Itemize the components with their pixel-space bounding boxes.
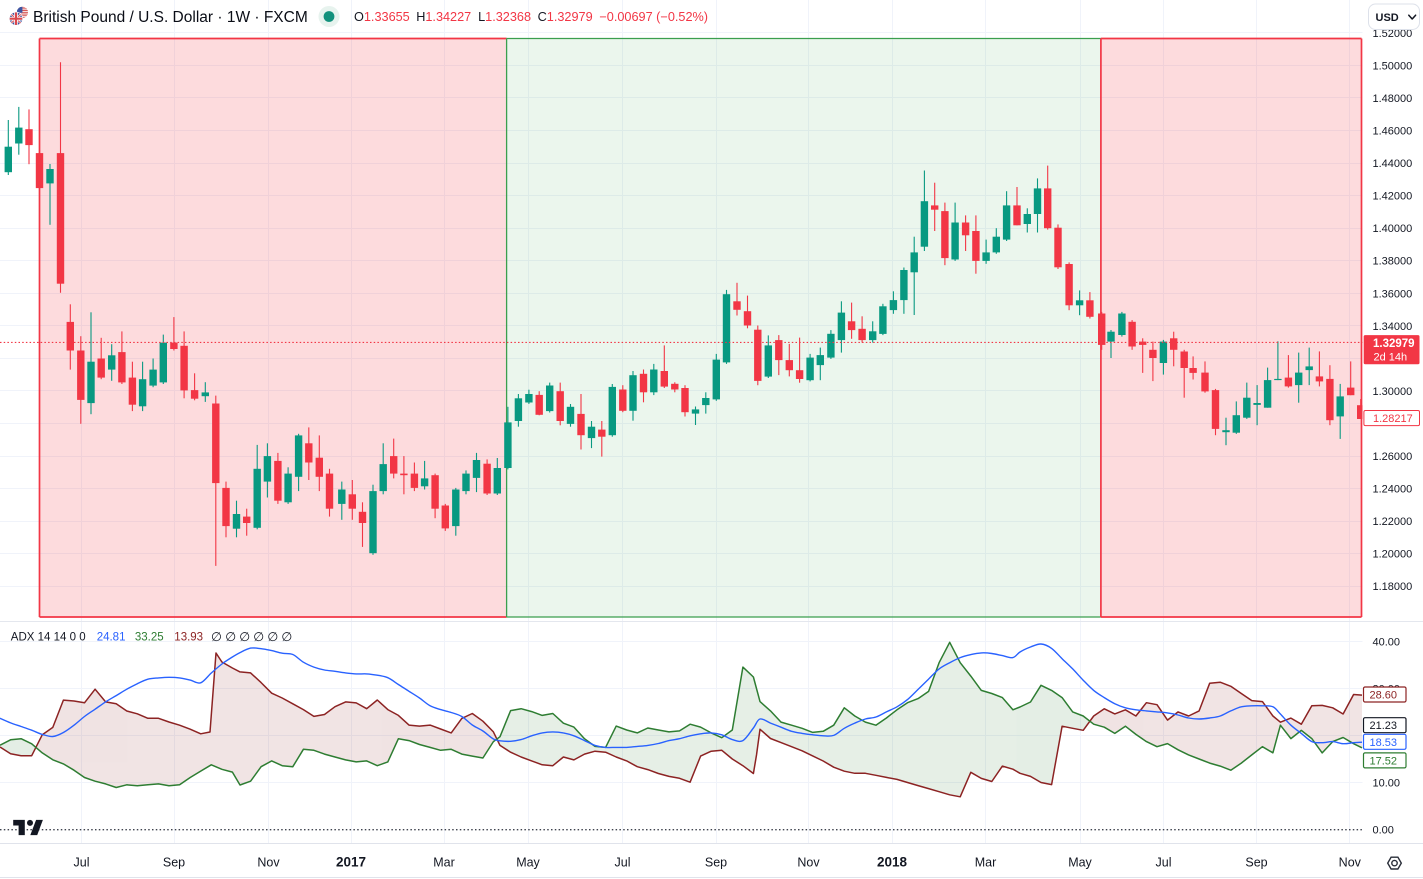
svg-text:1.24000: 1.24000	[1373, 484, 1413, 496]
svg-text:1.20000: 1.20000	[1373, 549, 1413, 561]
svg-text:1.22000: 1.22000	[1373, 516, 1413, 528]
svg-text:10.00: 10.00	[1373, 778, 1401, 790]
svg-text:Sep: Sep	[163, 856, 185, 870]
svg-text:17.52: 17.52	[1370, 755, 1398, 767]
svg-text:May: May	[1068, 856, 1092, 870]
svg-text:0.00: 0.00	[1373, 825, 1394, 837]
svg-text:USD: USD	[1376, 12, 1399, 24]
svg-text:2017: 2017	[336, 855, 366, 870]
svg-text:Sep: Sep	[1245, 856, 1267, 870]
svg-text:1.40000: 1.40000	[1373, 223, 1413, 235]
svg-text:1.30000: 1.30000	[1373, 386, 1413, 398]
svg-text:Jul: Jul	[74, 856, 90, 870]
svg-text:40.00: 40.00	[1373, 637, 1401, 649]
svg-text:1.44000: 1.44000	[1373, 158, 1413, 170]
svg-text:1.34000: 1.34000	[1373, 321, 1413, 333]
svg-text:18.53: 18.53	[1370, 737, 1398, 749]
svg-text:1.36000: 1.36000	[1373, 288, 1413, 300]
svg-text:21.23: 21.23	[1370, 720, 1398, 732]
svg-text:May: May	[516, 856, 540, 870]
svg-text:Nov: Nov	[797, 856, 820, 870]
svg-text:1.46000: 1.46000	[1373, 126, 1413, 138]
svg-text:Jul: Jul	[615, 856, 631, 870]
svg-text:∅∅∅∅∅∅: ∅ ∅ ∅ ∅ ∅ ∅	[211, 630, 292, 644]
svg-text:1.28217: 1.28217	[1373, 413, 1413, 425]
svg-text:2d 14h: 2d 14h	[1374, 352, 1408, 364]
svg-text:1.26000: 1.26000	[1373, 451, 1413, 463]
svg-text:Sep: Sep	[705, 856, 727, 870]
svg-text:1.38000: 1.38000	[1373, 256, 1413, 268]
svg-text:Nov: Nov	[1339, 856, 1362, 870]
svg-text:Mar: Mar	[433, 856, 455, 870]
svg-text:1.18000: 1.18000	[1373, 581, 1413, 593]
svg-text:1.52000: 1.52000	[1373, 28, 1413, 40]
svg-text:1.42000: 1.42000	[1373, 191, 1413, 203]
svg-text:2018: 2018	[877, 855, 908, 870]
svg-text:Jul: Jul	[1156, 856, 1172, 870]
svg-text:1.32979: 1.32979	[1373, 338, 1415, 350]
svg-text:Nov: Nov	[257, 856, 280, 870]
svg-text:1.48000: 1.48000	[1373, 93, 1413, 105]
svg-text:1.50000: 1.50000	[1373, 60, 1413, 72]
svg-text:British Pound / U.S. Dollar ·: British Pound / U.S. Dollar · 1W · FXCM	[33, 9, 308, 26]
svg-text:Mar: Mar	[975, 856, 997, 870]
svg-text:28.60: 28.60	[1370, 690, 1398, 702]
